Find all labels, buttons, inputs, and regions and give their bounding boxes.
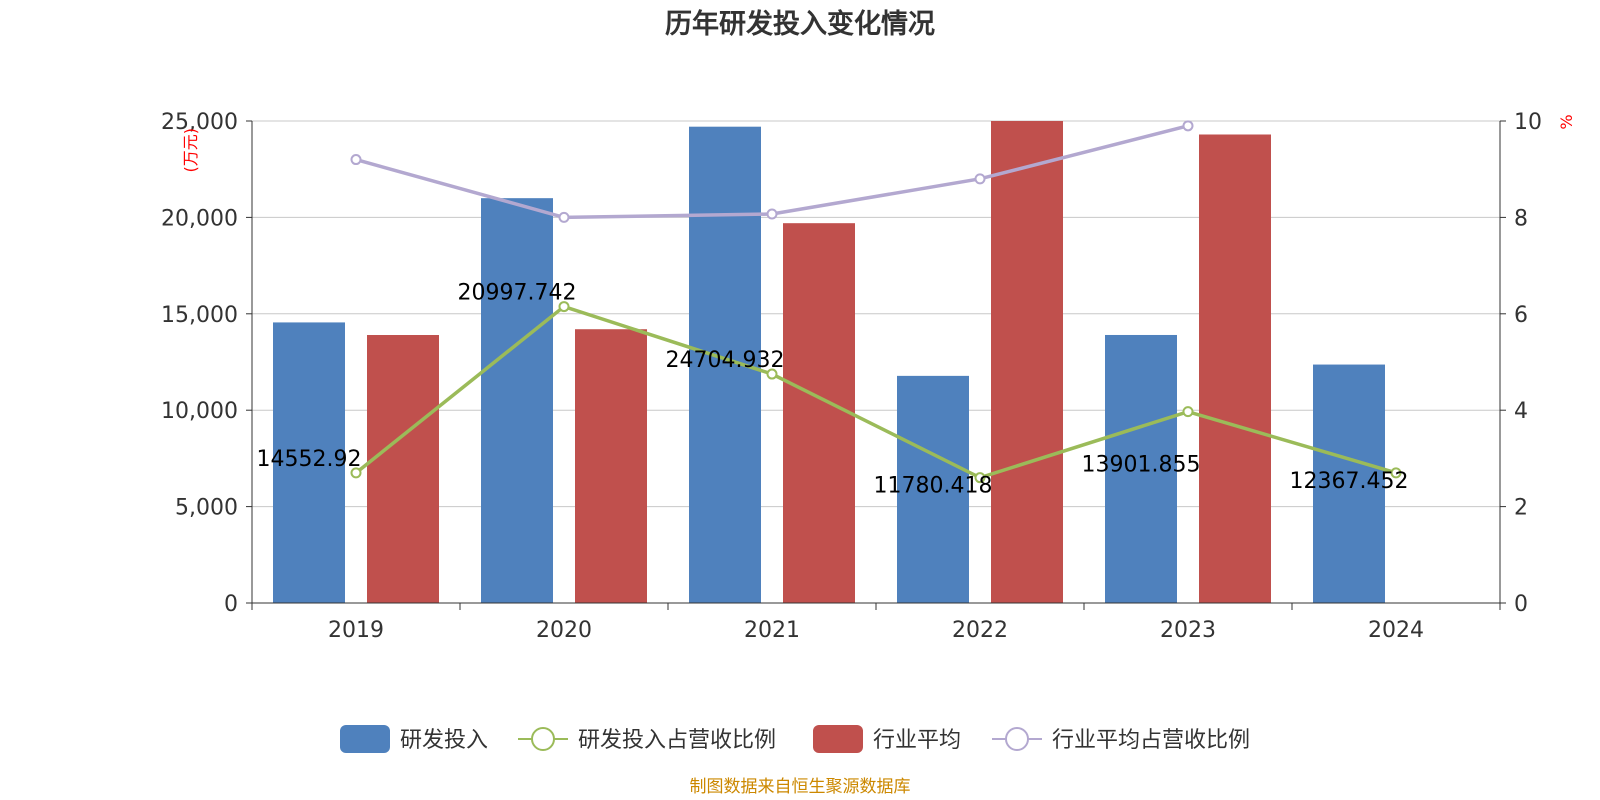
line-point xyxy=(558,301,570,313)
x-tick-label: 2023 xyxy=(1160,618,1216,643)
data-label: 13901.855 xyxy=(1082,453,1201,478)
y-right-tick-label: 2 xyxy=(1514,496,1528,521)
series-line xyxy=(354,304,1397,480)
data-label: 24704.932 xyxy=(666,348,785,373)
line-point xyxy=(1182,406,1194,418)
legend-label: 行业平均占营收比例 xyxy=(1052,728,1250,753)
y-right-tick-label: 8 xyxy=(1514,206,1528,231)
line-point xyxy=(1182,120,1194,132)
y-right-tick-label: 0 xyxy=(1514,592,1528,617)
y-left-tick-label: 10,000 xyxy=(161,399,238,424)
legend-label: 行业平均 xyxy=(873,728,961,753)
x-tick-label: 2022 xyxy=(952,618,1008,643)
y-right-tick-label: 4 xyxy=(1514,399,1528,424)
bar xyxy=(481,198,553,604)
bar xyxy=(1313,364,1385,603)
bar xyxy=(783,223,855,603)
line-point xyxy=(350,154,362,166)
y-right-unit: % xyxy=(1557,114,1576,129)
legend-label: 研发投入占营收比例 xyxy=(578,728,776,753)
line-point xyxy=(558,211,570,223)
axes: 0 5,000 10,000 15,000 20,000 25,000 0 2 4 6 8 10 201… xyxy=(161,110,1542,643)
legend-marker xyxy=(531,727,555,751)
line-point xyxy=(766,368,778,380)
y-left-unit: (万元) xyxy=(181,128,200,173)
legend-swatch xyxy=(813,725,863,753)
legend-marker xyxy=(1005,727,1029,751)
bar xyxy=(273,322,345,603)
y-left-tick-label: 0 xyxy=(224,592,238,617)
lines xyxy=(350,120,1402,484)
legend-swatch xyxy=(340,725,390,753)
y-right-tick-label: 10 xyxy=(1514,110,1542,135)
bar xyxy=(897,375,969,603)
x-tick-label: 2019 xyxy=(328,618,384,643)
y-left-tick-label: 20,000 xyxy=(161,206,238,231)
data-label: 12367.452 xyxy=(1290,469,1409,494)
bar xyxy=(575,329,647,603)
chart-title: 历年研发投入变化情况 xyxy=(665,8,935,40)
x-tick-label: 2024 xyxy=(1368,618,1424,643)
legend: 研发投入 研发投入占营收比例 行业平均 行业平均占营收比例 xyxy=(340,725,1250,753)
bar xyxy=(991,121,1063,603)
line-point xyxy=(1390,467,1402,479)
bar xyxy=(367,335,439,603)
data-label: 14552.92 xyxy=(257,447,362,472)
data-label: 11780.418 xyxy=(874,474,993,499)
grid xyxy=(252,120,1500,508)
data-label: 20997.742 xyxy=(458,281,577,306)
y-left-tick-label: 5,000 xyxy=(175,496,238,521)
legend-label: 研发投入 xyxy=(400,728,488,753)
line-point xyxy=(974,472,986,484)
y-left-tick-label: 15,000 xyxy=(161,303,238,328)
data-labels: 14552.92 20997.742 24704.932 11780.418 13901… xyxy=(257,281,1409,499)
y-right-tick-label: 6 xyxy=(1514,303,1528,328)
source-note: 制图数据来自恒生聚源数据库 xyxy=(690,777,911,797)
x-tick-label: 2021 xyxy=(744,618,800,643)
bars xyxy=(273,121,1385,604)
y-left-tick-label: 25,000 xyxy=(161,110,238,135)
line-point xyxy=(766,208,778,220)
bar xyxy=(1199,134,1271,603)
line-point xyxy=(350,467,362,479)
series-line xyxy=(355,124,1189,220)
line-point xyxy=(974,173,986,185)
x-tick-label: 2020 xyxy=(536,618,592,643)
bar xyxy=(1105,334,1177,603)
